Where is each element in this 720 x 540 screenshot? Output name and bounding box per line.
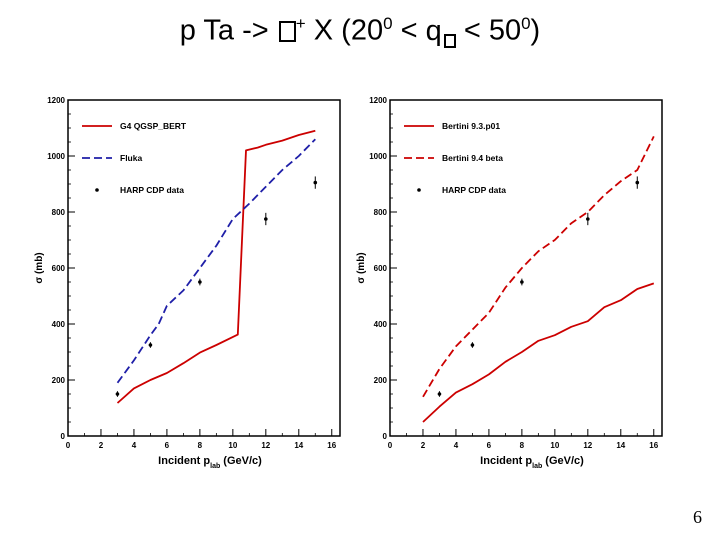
y-tick-label: 200	[374, 376, 388, 385]
y-tick-label: 800	[374, 208, 388, 217]
slide-number: 6	[693, 507, 702, 527]
charge-superscript: +	[295, 14, 306, 33]
x-tick-label: 6	[165, 441, 170, 450]
data-point	[115, 392, 120, 396]
data-point	[586, 217, 590, 221]
x-tick-label: 14	[616, 441, 625, 450]
legend-marker-data	[417, 188, 421, 192]
pion-symbol-icon	[278, 20, 296, 42]
y-tick-label: 0	[383, 432, 388, 441]
x-axis-label-main: Incident p	[158, 455, 210, 467]
x-axis-label-unit: (GeV/c)	[220, 455, 262, 467]
x-axis-label-unit: (GeV/c)	[542, 455, 584, 467]
x-axis-label-main: Incident p	[480, 455, 532, 467]
x-tick-label: 10	[228, 441, 237, 450]
legend-label: HARP CDP data	[120, 185, 184, 195]
angle-low-superscript: 0	[383, 14, 393, 33]
x-axis-label: Incident plab (GeV/c)	[480, 455, 584, 470]
right-chart: 0 200 400 600 800 1000 1200 0 2 4 6 8 10 12 14 16 σ (mb)…	[356, 96, 663, 470]
x-tick-label: 2	[421, 441, 426, 450]
legend-marker-data	[95, 188, 99, 192]
y-tick-label: 0	[61, 432, 66, 441]
title-lt1: <	[392, 14, 426, 47]
plot-frame	[389, 99, 663, 437]
data-point	[635, 180, 640, 185]
series-line-2	[422, 136, 655, 398]
x-tick-label: 16	[327, 441, 336, 450]
y-tick-label: 400	[52, 320, 66, 329]
data-point	[148, 343, 153, 347]
legend-label: Fluka	[120, 153, 142, 163]
x-tick-label: 2	[99, 441, 104, 450]
x-tick-label: 16	[649, 441, 658, 450]
pion-subscript-icon	[443, 34, 456, 49]
title-lt2: < 50	[455, 14, 522, 47]
x-tick-label: 8	[198, 441, 203, 450]
legend-label: Bertini 9.3.p01	[442, 121, 500, 131]
x-tick-label: 12	[261, 441, 270, 450]
title-mid: X (20	[305, 14, 384, 47]
y-tick-label: 1200	[47, 96, 65, 105]
x-tick-label: 4	[132, 441, 137, 450]
x-tick-label: 0	[388, 441, 393, 450]
y-tick-label: 200	[52, 376, 66, 385]
theta-glyph: q	[425, 14, 442, 47]
slide-title: p Ta -> + X (200 < q < 500)	[0, 14, 720, 51]
data-point	[437, 392, 442, 396]
title-close: )	[530, 14, 541, 47]
y-tick-label: 600	[374, 264, 388, 273]
y-axis-label: σ (mb)	[34, 252, 45, 283]
x-tick-label: 4	[454, 441, 459, 450]
y-tick-label: 800	[52, 208, 66, 217]
x-tick-label: 8	[520, 441, 525, 450]
y-tick-label: 400	[374, 320, 388, 329]
y-tick-label: 600	[52, 264, 66, 273]
series-line-1	[116, 129, 316, 404]
x-tick-label: 0	[66, 441, 71, 450]
plot-frame	[67, 99, 341, 437]
data-point	[264, 217, 268, 221]
legend-label: Bertini 9.4 beta	[442, 153, 503, 163]
x-axis-label: Incident plab (GeV/c)	[158, 455, 262, 470]
y-axis-label: σ (mb)	[356, 252, 367, 283]
data-point	[313, 180, 318, 185]
y-tick-label: 1000	[369, 152, 387, 161]
y-tick-label: 1200	[369, 96, 387, 105]
title-prefix: p Ta ->	[179, 14, 269, 47]
left-chart: 0 200 400 600 800 1000 1200 0 2 4 6 8 10 12 14 16 σ (mb)…	[34, 96, 341, 470]
series-line-2	[116, 138, 316, 384]
x-tick-label: 10	[550, 441, 559, 450]
x-tick-label: 14	[294, 441, 303, 450]
x-tick-label: 6	[487, 441, 492, 450]
y-tick-label: 1000	[47, 152, 65, 161]
angle-high-superscript: 0	[521, 14, 531, 33]
x-axis-label-sub: lab	[210, 463, 220, 470]
data-point	[470, 343, 475, 347]
data-point	[520, 280, 524, 284]
legend-label: G4 QGSP_BERT	[120, 121, 187, 131]
series-line-1	[422, 282, 655, 423]
data-point	[198, 280, 202, 284]
legend-label: HARP CDP data	[442, 185, 506, 195]
x-tick-label: 12	[583, 441, 592, 450]
x-axis-label-sub: lab	[532, 463, 542, 470]
